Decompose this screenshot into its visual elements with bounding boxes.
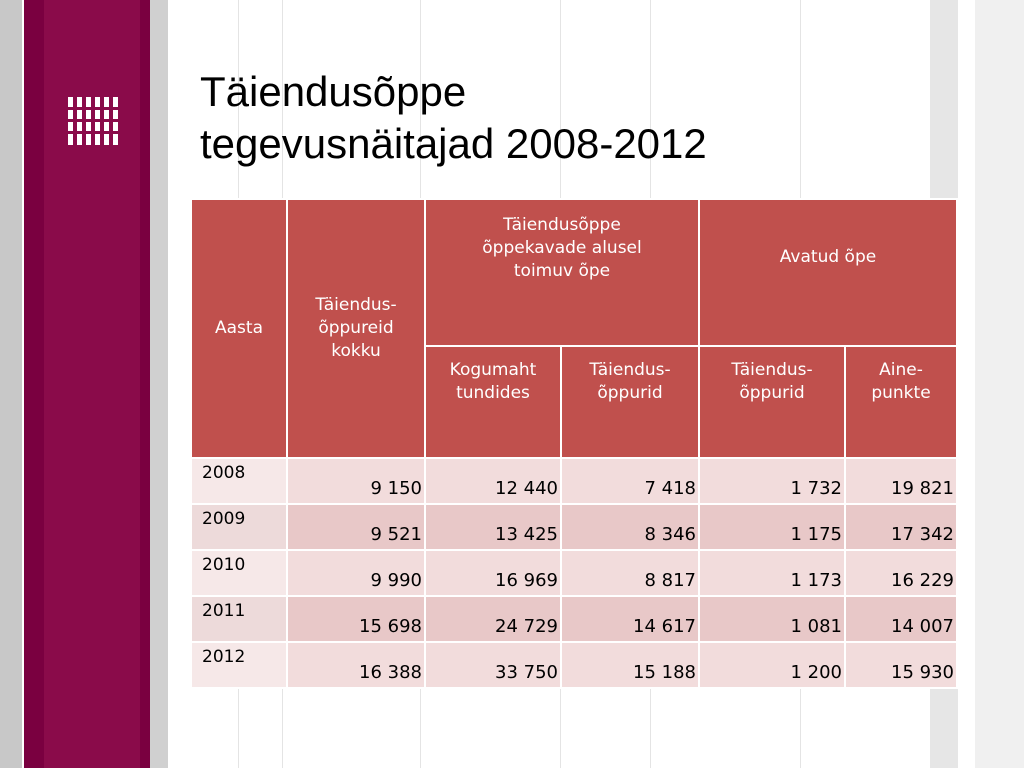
cell-learners: 8 346 <box>560 503 700 551</box>
cell-open-learners: 1 173 <box>698 549 846 597</box>
table-row: 2010 9 990 16 969 8 817 1 173 16 229 <box>190 549 958 597</box>
cell-learners: 7 418 <box>560 457 700 505</box>
cell-total: 15 698 <box>286 595 426 643</box>
statistics-table: Aasta Täiendus-õppureid kokku Täiendusõp… <box>190 198 958 689</box>
cell-open-learners: 1 732 <box>698 457 846 505</box>
cell-open-learners: 1 081 <box>698 595 846 643</box>
cell-total: 9 521 <box>286 503 426 551</box>
header-open-group: Avatud õpe <box>698 198 958 347</box>
cell-hours: 13 425 <box>424 503 562 551</box>
table-row: 2008 9 150 12 440 7 418 1 732 19 821 <box>190 457 958 505</box>
header-year: Aasta <box>190 198 288 459</box>
title-line-2: tegevusnäitajad 2008-2012 <box>200 120 707 167</box>
cell-total: 16 388 <box>286 641 426 689</box>
cell-year: 2009 <box>190 503 288 551</box>
cell-total: 9 150 <box>286 457 426 505</box>
cell-hours: 24 729 <box>424 595 562 643</box>
cell-learners: 15 188 <box>560 641 700 689</box>
background-band <box>975 0 1024 768</box>
table-row: 2011 15 698 24 729 14 617 1 081 14 007 <box>190 595 958 643</box>
header-learners-curriculum: Täiendus-õppurid <box>560 345 700 459</box>
header-learners-open: Täiendus-õppurid <box>698 345 846 459</box>
cell-hours: 16 969 <box>424 549 562 597</box>
header-volume-hours: Kogumaht tundides <box>424 345 562 459</box>
cell-year: 2011 <box>190 595 288 643</box>
cell-total: 9 990 <box>286 549 426 597</box>
cell-open-learners: 1 200 <box>698 641 846 689</box>
cell-year: 2012 <box>190 641 288 689</box>
page-title: Täiendusõppe tegevusnäitajad 2008-2012 <box>200 66 960 170</box>
cell-hours: 33 750 <box>424 641 562 689</box>
cell-credits: 14 007 <box>844 595 958 643</box>
cell-credits: 16 229 <box>844 549 958 597</box>
header-total-learners: Täiendus-õppureid kokku <box>286 198 426 459</box>
header-curriculum-group: Täiendusõppe õppekavade alusel toimuv õp… <box>424 198 700 347</box>
cell-credits: 17 342 <box>844 503 958 551</box>
cell-hours: 12 440 <box>424 457 562 505</box>
header-credits: Aine-punkte <box>844 345 958 459</box>
cell-learners: 14 617 <box>560 595 700 643</box>
title-line-1: Täiendusõppe <box>200 68 467 115</box>
cell-credits: 19 821 <box>844 457 958 505</box>
cell-year: 2010 <box>190 549 288 597</box>
table-row: 2009 9 521 13 425 8 346 1 175 17 342 <box>190 503 958 551</box>
cell-credits: 15 930 <box>844 641 958 689</box>
table-row: 2012 16 388 33 750 15 188 1 200 15 930 <box>190 641 958 689</box>
cell-learners: 8 817 <box>560 549 700 597</box>
cell-open-learners: 1 175 <box>698 503 846 551</box>
cell-year: 2008 <box>190 457 288 505</box>
logo-icon <box>68 97 118 145</box>
